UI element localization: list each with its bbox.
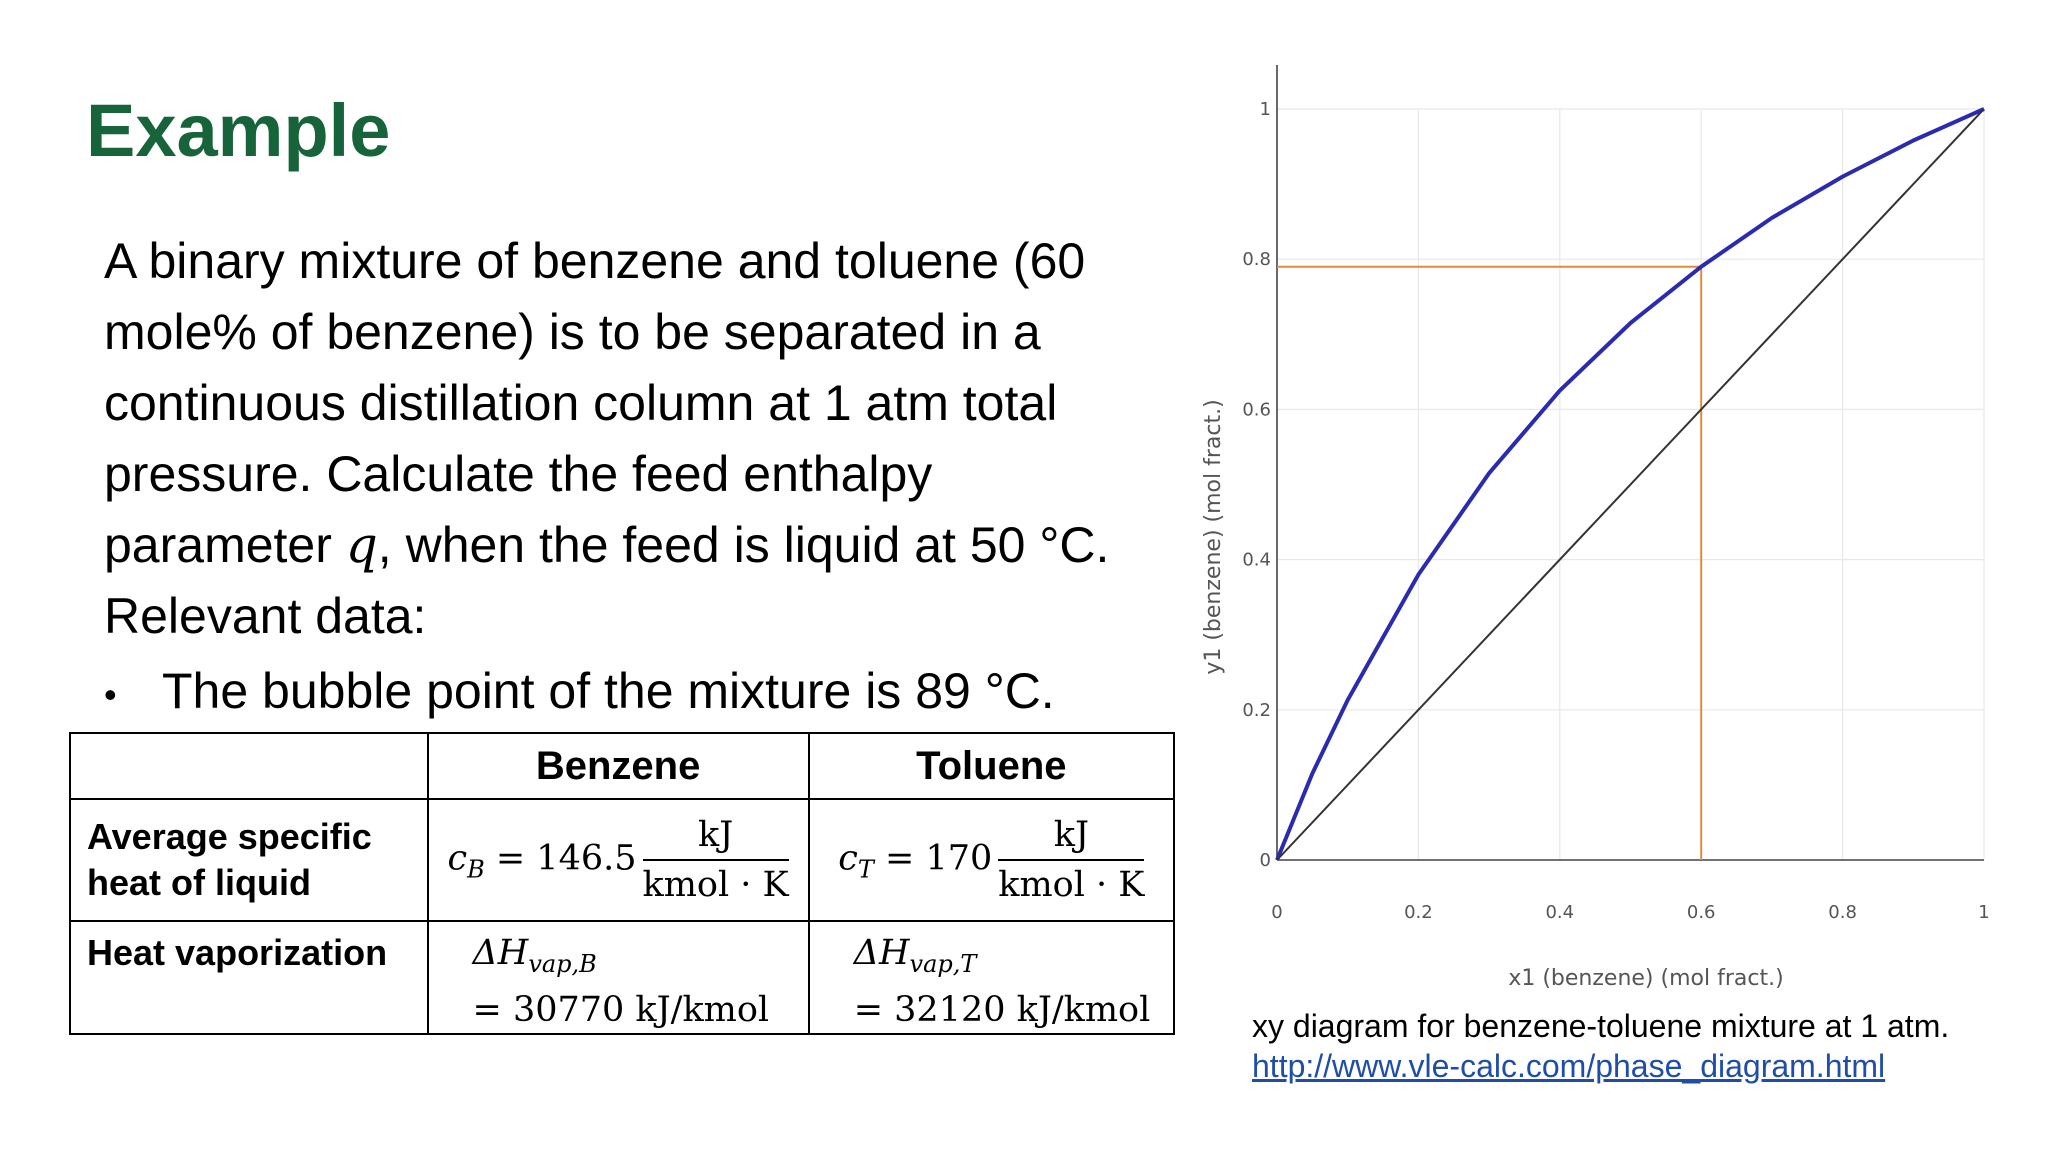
row-label-line1: Average specific xyxy=(87,816,372,857)
ht-subscript: vap,T xyxy=(909,950,977,978)
source-link[interactable]: http://www.vle-calc.com/phase_diagram.ht… xyxy=(1252,1048,1886,1084)
y-tick-label-3: 0.6 xyxy=(1242,399,1271,420)
benzene-heat-capacity: cB = 146.5 kJ kmol · K xyxy=(426,798,810,922)
row-label-specific-heat: Average specific heat of liquid xyxy=(69,798,429,922)
row-label-line2: heat of liquid xyxy=(87,862,311,903)
bubble-point-text: The bubble point of the mixture is 89 °C… xyxy=(162,663,1055,719)
ct-value: = 170 xyxy=(873,838,993,879)
benzene-heat-vaporization: ΔHvap,B = 30770 kJ/kmol xyxy=(426,920,810,1035)
cb-variable: c xyxy=(447,838,468,879)
table-header-row: Benzene Toluene xyxy=(69,732,1176,800)
toluene-heat-capacity: cT = 170 kJ kmol · K xyxy=(807,798,1176,922)
x-tick-label-0: 0 xyxy=(1271,902,1282,923)
bubble-point-bullet: • The bubble point of the mixture is 89 °… xyxy=(104,656,1055,730)
table-header-toluene: Toluene xyxy=(807,732,1176,800)
caption-text: xy diagram for benzene-toluene mixture a… xyxy=(1252,1008,1950,1044)
cb-value: = 146.5 xyxy=(484,838,637,879)
y-tick-label-2: 0.4 xyxy=(1242,550,1271,571)
relevant-data-label: Relevant data: xyxy=(104,588,427,644)
table-row-heat-vaporization: Heat vaporization ΔHvap,B = 30770 kJ/kmo… xyxy=(69,920,1176,1035)
cb-unit-fraction: kJ kmol · K xyxy=(642,815,789,905)
chart-guides xyxy=(1277,265,1703,860)
hb-value: = 30770 kJ/kmol xyxy=(472,990,770,1030)
x-tick-label-1: 0.2 xyxy=(1404,902,1433,923)
y-tick-labels: 0 0.2 0.4 0.6 0.8 1 xyxy=(1242,99,1271,871)
chart-series xyxy=(1275,107,1985,861)
y-tick-label-5: 1 xyxy=(1260,99,1271,120)
table-row-specific-heat: Average specific heat of liquid cB = 146… xyxy=(69,798,1176,922)
ht-symbol: ΔH xyxy=(853,933,910,973)
x-axis-label: x1 (benzene) (mol fract.) xyxy=(1508,966,1783,991)
problem-paragraph: A binary mixture of benzene and toluene … xyxy=(104,226,1164,581)
y-axis-label: y1 (benzene) (mol fract.) xyxy=(1201,399,1226,674)
x-tick-label-4: 0.8 xyxy=(1828,902,1857,923)
figure-caption: xy diagram for benzene-toluene mixture a… xyxy=(1252,1006,1949,1086)
bullet-dot: • xyxy=(104,674,117,716)
table-header-empty xyxy=(69,732,429,800)
slide-title: Example xyxy=(86,89,391,172)
table-header-benzene: Benzene xyxy=(426,732,810,800)
y-tick-label-1: 0.2 xyxy=(1242,700,1271,721)
q-symbol: q xyxy=(345,516,378,574)
row-label-heat-vaporization: Heat vaporization xyxy=(69,920,429,1035)
cb-subscript: B xyxy=(467,855,485,884)
cb-unit-denominator: kmol · K xyxy=(642,865,789,905)
hb-symbol: ΔH xyxy=(472,933,529,973)
x-tick-label-5: 1 xyxy=(1978,902,1989,923)
problem-text-part1: A binary mixture of benzene and toluene … xyxy=(104,233,1086,573)
property-data-table: Benzene Toluene Average specific heat of… xyxy=(69,732,1176,1035)
toluene-heat-vaporization: ΔHvap,T = 32120 kJ/kmol xyxy=(807,920,1176,1035)
chart-axes xyxy=(1276,65,1984,861)
x-tick-labels: 0 0.2 0.4 0.6 0.8 1 xyxy=(1271,902,1989,923)
cb-unit-numerator: kJ xyxy=(642,815,789,861)
series-line-1 xyxy=(1276,108,1985,861)
y-tick-label-4: 0.8 xyxy=(1242,249,1271,270)
ct-unit-denominator: kmol · K xyxy=(998,865,1145,905)
ct-variable: c xyxy=(838,838,858,879)
problem-text-part2: , when the feed is liquid at 50 °C. xyxy=(377,517,1110,573)
ht-value: = 32120 kJ/kmol xyxy=(853,990,1151,1030)
ct-unit-numerator: kJ xyxy=(998,815,1145,861)
x-tick-label-2: 0.4 xyxy=(1545,902,1574,923)
hb-subscript: vap,B xyxy=(528,950,597,978)
ct-subscript: T xyxy=(857,855,874,884)
ct-unit-fraction: kJ kmol · K xyxy=(998,815,1145,905)
y-tick-label-0: 0 xyxy=(1260,850,1271,871)
x-tick-label-3: 0.6 xyxy=(1687,902,1716,923)
series-line-0 xyxy=(1275,107,1985,861)
problem-statement: A binary mixture of benzene and toluene … xyxy=(104,226,1164,652)
xy-diagram-chart: 0 0.2 0.4 0.6 0.8 1 0 0.2 0.4 0.6 0.8 1 x1 (benzen… xyxy=(1201,65,1990,991)
